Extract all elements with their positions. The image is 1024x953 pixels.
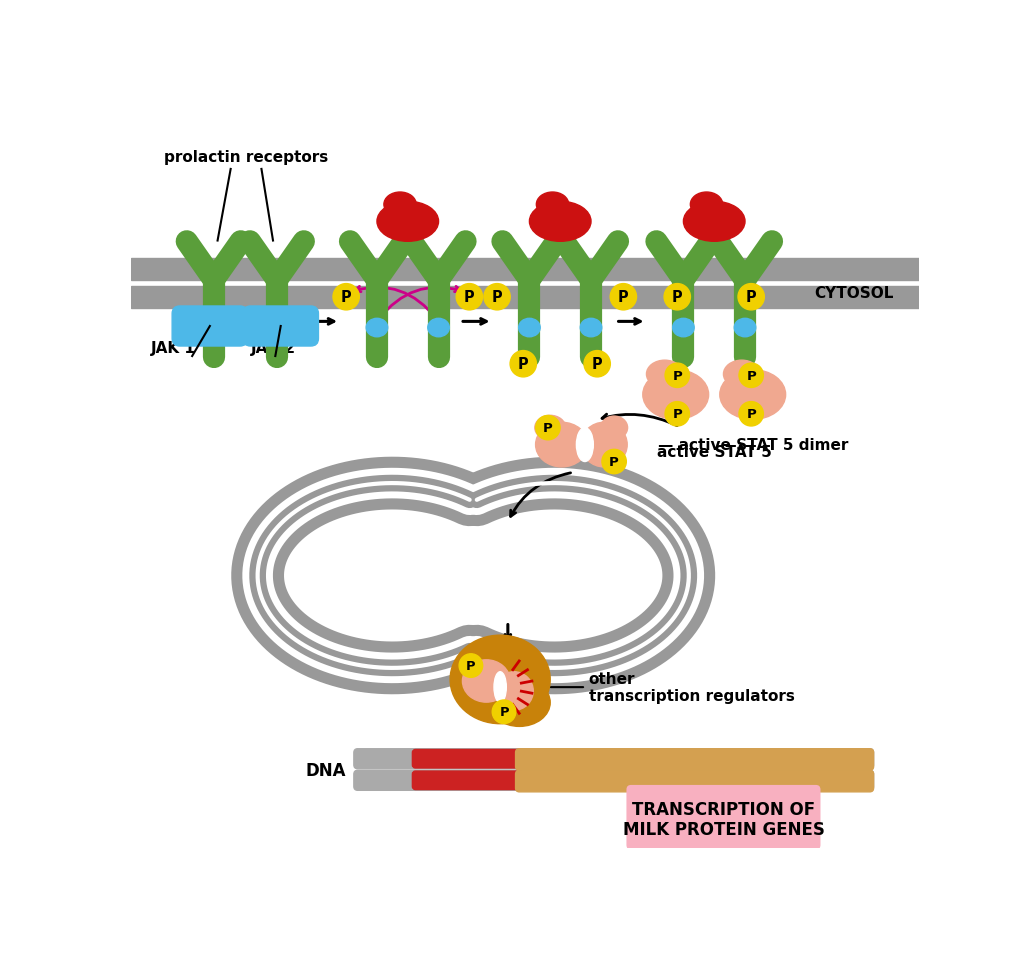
FancyBboxPatch shape [627, 785, 820, 850]
Ellipse shape [581, 319, 602, 337]
Text: DNA: DNA [305, 760, 346, 779]
Ellipse shape [518, 319, 541, 337]
FancyBboxPatch shape [413, 750, 522, 768]
Circle shape [665, 402, 689, 427]
Circle shape [459, 654, 482, 678]
Ellipse shape [536, 423, 588, 467]
Text: P: P [543, 421, 553, 435]
Circle shape [584, 352, 610, 377]
Text: P: P [746, 370, 756, 382]
Text: P: P [518, 356, 528, 372]
Ellipse shape [601, 416, 628, 439]
Text: JAK 2: JAK 2 [251, 341, 296, 355]
Ellipse shape [646, 361, 683, 389]
Circle shape [738, 284, 764, 311]
Circle shape [610, 284, 637, 311]
Text: prolactin receptors: prolactin receptors [164, 150, 328, 165]
Text: P: P [673, 408, 682, 421]
Ellipse shape [377, 202, 438, 242]
Ellipse shape [494, 672, 506, 702]
Ellipse shape [488, 679, 550, 726]
Circle shape [333, 284, 359, 311]
FancyBboxPatch shape [172, 307, 248, 347]
Text: P: P [672, 290, 683, 305]
Circle shape [665, 364, 689, 388]
Ellipse shape [673, 319, 694, 337]
Text: P: P [609, 456, 618, 469]
FancyBboxPatch shape [354, 749, 873, 769]
Circle shape [739, 402, 763, 427]
FancyBboxPatch shape [515, 770, 873, 792]
Ellipse shape [535, 416, 565, 440]
Ellipse shape [720, 371, 785, 420]
Circle shape [665, 284, 690, 311]
FancyBboxPatch shape [354, 770, 873, 790]
Ellipse shape [643, 371, 709, 420]
Ellipse shape [495, 672, 534, 711]
Text: — active STAT 5 dimer: — active STAT 5 dimer [658, 437, 849, 453]
Text: active STAT 5: active STAT 5 [656, 445, 772, 459]
Text: MILK PROTEIN GENES: MILK PROTEIN GENES [623, 821, 824, 839]
Text: P: P [746, 408, 756, 421]
Text: P: P [673, 370, 682, 382]
Ellipse shape [683, 202, 745, 242]
Ellipse shape [581, 423, 628, 467]
Circle shape [536, 416, 560, 440]
Text: P: P [618, 290, 629, 305]
Ellipse shape [384, 193, 416, 217]
Ellipse shape [537, 193, 568, 217]
Circle shape [484, 284, 510, 311]
Text: P: P [500, 705, 509, 719]
Ellipse shape [529, 202, 591, 242]
Text: other
transcription regulators: other transcription regulators [551, 671, 795, 703]
Text: CYTOSOL: CYTOSOL [815, 286, 894, 300]
Text: P: P [745, 290, 757, 305]
Ellipse shape [367, 319, 388, 337]
Ellipse shape [463, 660, 510, 702]
Ellipse shape [451, 636, 550, 724]
Text: P: P [592, 356, 602, 372]
Ellipse shape [577, 428, 593, 462]
Ellipse shape [724, 361, 760, 389]
Text: JAK 1: JAK 1 [151, 341, 196, 355]
Ellipse shape [428, 319, 450, 337]
Circle shape [510, 352, 537, 377]
FancyBboxPatch shape [515, 749, 873, 770]
Text: P: P [492, 290, 503, 305]
Bar [131, 287, 920, 308]
Circle shape [457, 284, 482, 311]
Text: P: P [464, 290, 475, 305]
Text: TRANSCRIPTION OF: TRANSCRIPTION OF [632, 801, 815, 818]
Text: P: P [341, 290, 351, 305]
Circle shape [602, 450, 627, 475]
Text: P: P [466, 659, 476, 673]
Circle shape [493, 700, 516, 723]
Bar [131, 259, 920, 280]
FancyBboxPatch shape [413, 771, 522, 790]
Ellipse shape [690, 193, 723, 217]
Circle shape [739, 364, 763, 388]
Ellipse shape [734, 319, 756, 337]
FancyBboxPatch shape [243, 307, 318, 347]
